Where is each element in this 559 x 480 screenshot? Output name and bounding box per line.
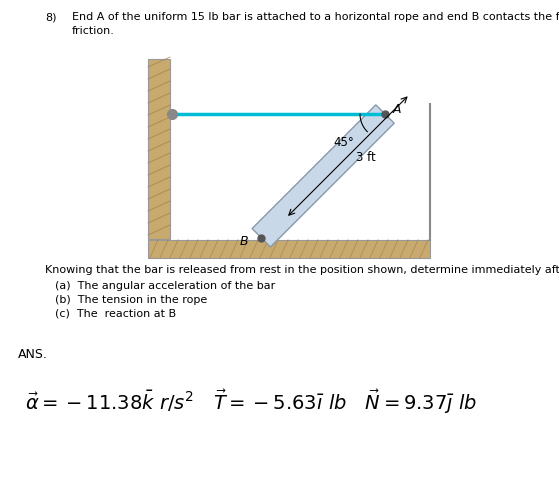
Bar [148,60,170,240]
Text: (a)  The angular acceleration of the bar: (a) The angular acceleration of the bar [55,280,275,290]
Text: Knowing that the bar is released from rest in the position shown, determine imme: Knowing that the bar is released from re… [45,264,559,275]
Text: B: B [239,234,248,247]
Text: A: A [393,103,401,116]
Text: End A of the uniform 15 lb bar is attached to a horizontal rope and end B contac: End A of the uniform 15 lb bar is attach… [72,12,559,22]
Text: friction.: friction. [72,26,115,36]
Text: 3 ft: 3 ft [356,150,376,163]
Text: $\vec{\alpha}=-11.38\bar{k}\ r/s^2$$\quad\vec{T}=-5.63\bar{\imath}\ lb$$\quad\ve: $\vec{\alpha}=-11.38\bar{k}\ r/s^2$$\qua… [25,387,477,415]
Text: (c)  The  reaction at B: (c) The reaction at B [55,308,176,318]
Text: 45°: 45° [333,136,354,149]
Text: ANS.: ANS. [18,347,48,360]
Bar [148,240,430,258]
Text: 8): 8) [45,12,56,22]
Polygon shape [252,106,394,247]
Text: (b)  The tension in the rope: (b) The tension in the rope [55,294,207,304]
